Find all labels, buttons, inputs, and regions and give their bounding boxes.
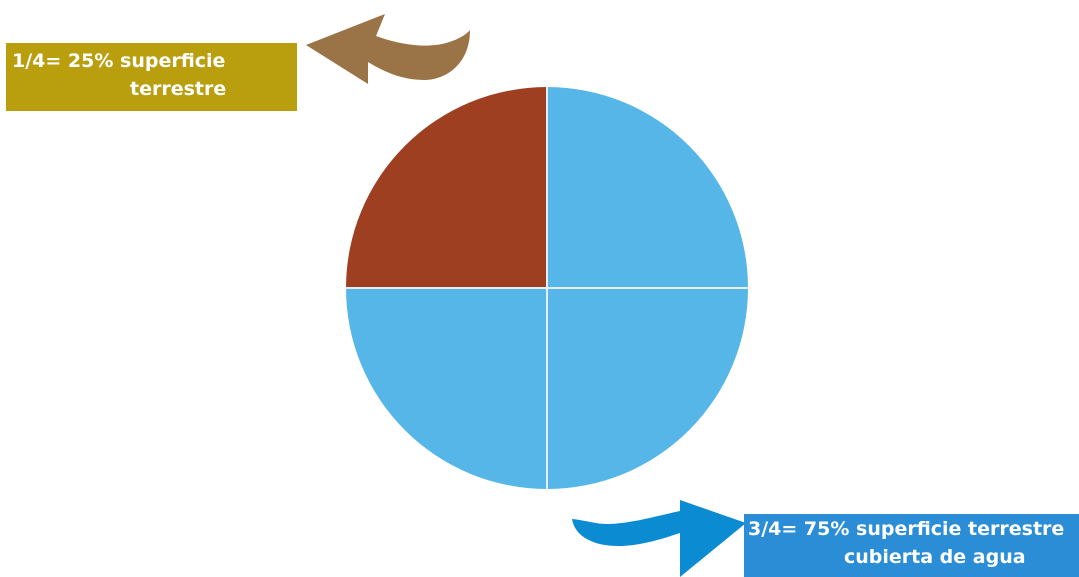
land-label-line1: 1/4= 25% superficie <box>12 50 226 72</box>
water-label-line1: 3/4= 75% superficie terrestre <box>748 518 1065 540</box>
water-arrow-icon <box>572 500 746 577</box>
pie-slice-3 <box>346 288 547 489</box>
pie-slice-2 <box>547 288 748 489</box>
land-arrow-icon <box>306 14 470 84</box>
pie-dividers <box>346 87 748 489</box>
water-label-box: 3/4= 75% superficie terrestre cubierta d… <box>744 514 1079 577</box>
land-label-box: 1/4= 25% superficie terrestre <box>6 43 297 111</box>
pie-slice-4 <box>346 87 547 288</box>
water-label-line2: cubierta de agua <box>844 546 1026 568</box>
pie-slice-1 <box>547 87 748 288</box>
pie-slices <box>346 87 748 489</box>
land-label-line2: terrestre <box>130 78 227 100</box>
